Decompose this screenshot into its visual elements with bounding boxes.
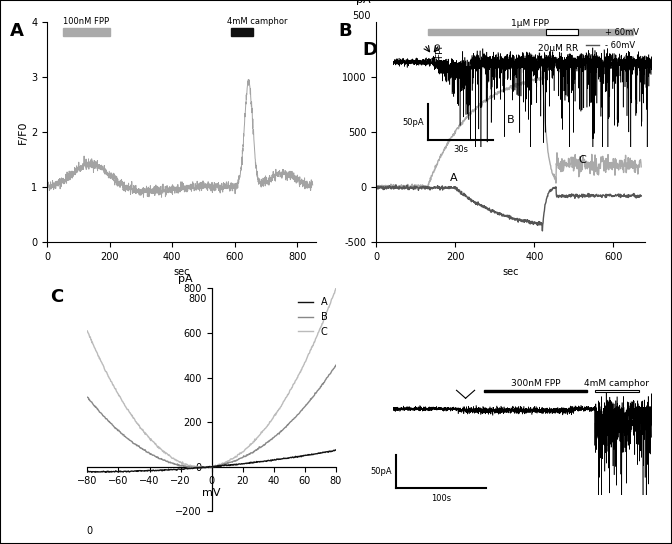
- A: [204, 463, 212, 470]
- C: [202, 465, 210, 471]
- B: [204, 463, 212, 470]
- Text: 800: 800: [188, 294, 206, 304]
- Line: A: A: [87, 450, 336, 472]
- Bar: [231, 28, 253, 35]
- B: [288, 418, 296, 424]
- C: [198, 465, 206, 472]
- X-axis label: mV: mV: [202, 488, 221, 498]
- A: [232, 461, 240, 467]
- B: [218, 461, 226, 468]
- Bar: [484, 390, 587, 392]
- Text: 300nM FPP: 300nM FPP: [511, 379, 560, 388]
- Text: C: C: [578, 154, 586, 165]
- A: [332, 447, 340, 453]
- C: [83, 327, 91, 334]
- Text: 1μM FPP: 1μM FPP: [511, 19, 550, 28]
- Bar: [427, 29, 633, 35]
- Text: 50pA: 50pA: [403, 118, 424, 127]
- Text: pA: pA: [178, 274, 193, 284]
- Text: 50pA: 50pA: [370, 467, 392, 477]
- A: [327, 448, 335, 455]
- B: [232, 458, 240, 465]
- C: [288, 385, 296, 391]
- Text: A: A: [450, 173, 457, 183]
- Bar: [546, 29, 578, 35]
- B: [327, 370, 335, 377]
- A: [218, 462, 226, 469]
- Text: B: B: [339, 22, 352, 40]
- B: [332, 362, 340, 368]
- Text: 30s: 30s: [453, 145, 468, 154]
- B: [83, 394, 91, 400]
- Text: 500: 500: [352, 11, 371, 21]
- Text: 4mM camphor: 4mM camphor: [226, 17, 287, 26]
- C: [204, 463, 212, 470]
- A: [288, 454, 296, 461]
- Line: B: B: [87, 365, 336, 468]
- A: [88, 469, 96, 475]
- X-axis label: sec: sec: [173, 267, 190, 277]
- B: [202, 464, 210, 471]
- Text: pA: pA: [356, 0, 371, 5]
- C: [327, 300, 335, 306]
- A: [202, 464, 210, 471]
- Text: D: D: [362, 41, 377, 59]
- A: [83, 468, 91, 475]
- Bar: [595, 390, 639, 392]
- C: [332, 285, 340, 291]
- Text: A: A: [9, 22, 24, 40]
- Text: B: B: [507, 115, 514, 125]
- Text: 100nM FPP: 100nM FPP: [62, 17, 109, 26]
- C: [232, 454, 240, 460]
- Text: 20μM RR: 20μM RR: [538, 44, 579, 53]
- X-axis label: sec: sec: [503, 267, 519, 277]
- Bar: [62, 28, 110, 35]
- Legend: + 60mV, - 60mV: + 60mV, - 60mV: [585, 26, 641, 52]
- Line: C: C: [87, 288, 336, 468]
- Text: 100s: 100s: [431, 494, 451, 503]
- Y-axis label: F/F0: F/F0: [18, 120, 28, 144]
- C: [218, 460, 226, 466]
- B: [192, 465, 200, 471]
- Text: FPP: FPP: [435, 42, 444, 58]
- Text: 4mM camphor: 4mM camphor: [585, 379, 649, 388]
- Legend: A, B, C: A, B, C: [294, 293, 331, 341]
- Text: C: C: [50, 288, 63, 306]
- Text: 0: 0: [87, 526, 93, 536]
